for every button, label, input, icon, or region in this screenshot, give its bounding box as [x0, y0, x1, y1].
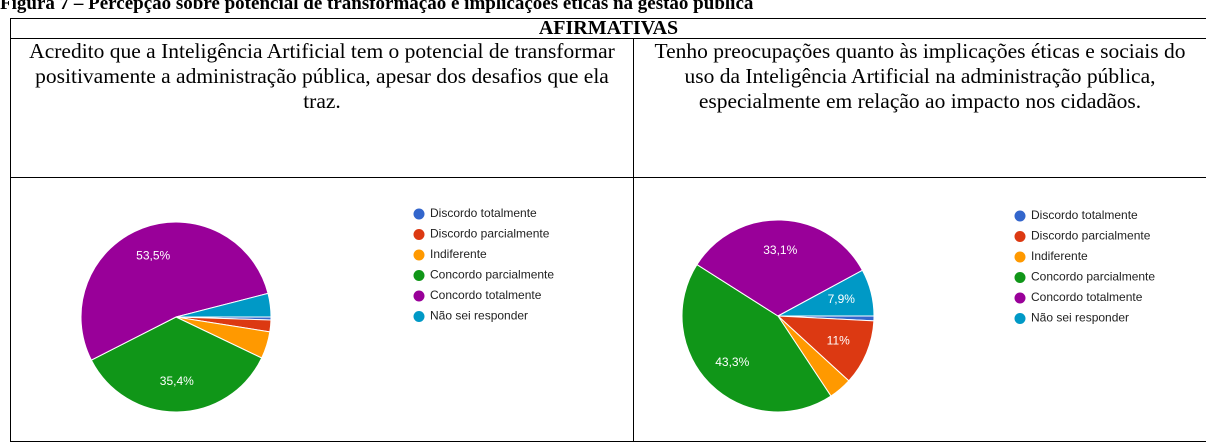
- legend-label: Discordo parcialmente: [430, 227, 550, 241]
- legend-label: Concordo parcialmente: [1031, 270, 1155, 284]
- data-label: 53,5%: [136, 249, 170, 263]
- legend-label: Concordo parcialmente: [430, 268, 554, 282]
- chart-cell: 35,4% 53,5% Discordo totalmente Discordo pa…: [11, 178, 634, 442]
- data-label: 33,1%: [763, 243, 797, 257]
- table-header: AFIRMATIVAS: [11, 19, 1206, 39]
- legend-marker: [414, 209, 425, 220]
- data-label: 43,3%: [715, 355, 749, 369]
- chart-cell: 11% 43,3% 33,1% 7,9% Discordo totalmente Disc…: [634, 178, 1206, 442]
- pie-chart: 35,4% 53,5% Discordo totalmente Discordo pa…: [11, 178, 631, 436]
- legend-label: Concordo totalmente: [430, 288, 542, 302]
- pie-chart: 11% 43,3% 33,1% 7,9% Discordo totalmente Disc…: [634, 178, 1204, 436]
- legend-marker: [414, 229, 425, 240]
- legend-marker: [1015, 293, 1026, 304]
- table: AFIRMATIVAS Acredito que a Inteligência …: [10, 18, 1206, 442]
- data-label: 35,4%: [160, 374, 194, 388]
- data-label: 11%: [827, 333, 850, 347]
- legend-label: Discordo totalmente: [430, 206, 537, 220]
- statement: Tenho preocupações quanto às implicações…: [634, 39, 1206, 178]
- legend-label: Concordo totalmente: [1031, 290, 1143, 304]
- legend-marker: [414, 291, 425, 302]
- legend-marker: [1015, 272, 1026, 283]
- legend-marker: [1015, 231, 1026, 242]
- legend-marker: [414, 311, 425, 322]
- legend-marker: [1015, 211, 1026, 222]
- legend-label: Não sei responder: [430, 309, 528, 323]
- figure-title: Figura 7 – Percepção sobre potencial de …: [0, 0, 753, 15]
- legend-marker: [1015, 252, 1026, 263]
- legend-label: Discordo totalmente: [1031, 208, 1138, 222]
- legend-label: Indiferente: [1031, 249, 1088, 263]
- legend-label: Não sei responder: [1031, 311, 1129, 325]
- data-label: 7,9%: [828, 292, 856, 306]
- legend-marker: [414, 270, 425, 281]
- legend-label: Indiferente: [430, 247, 487, 261]
- legend-marker: [414, 250, 425, 261]
- legend-label: Discordo parcialmente: [1031, 229, 1151, 243]
- statement: Acredito que a Inteligência Artificial t…: [11, 39, 634, 178]
- legend-marker: [1015, 313, 1026, 324]
